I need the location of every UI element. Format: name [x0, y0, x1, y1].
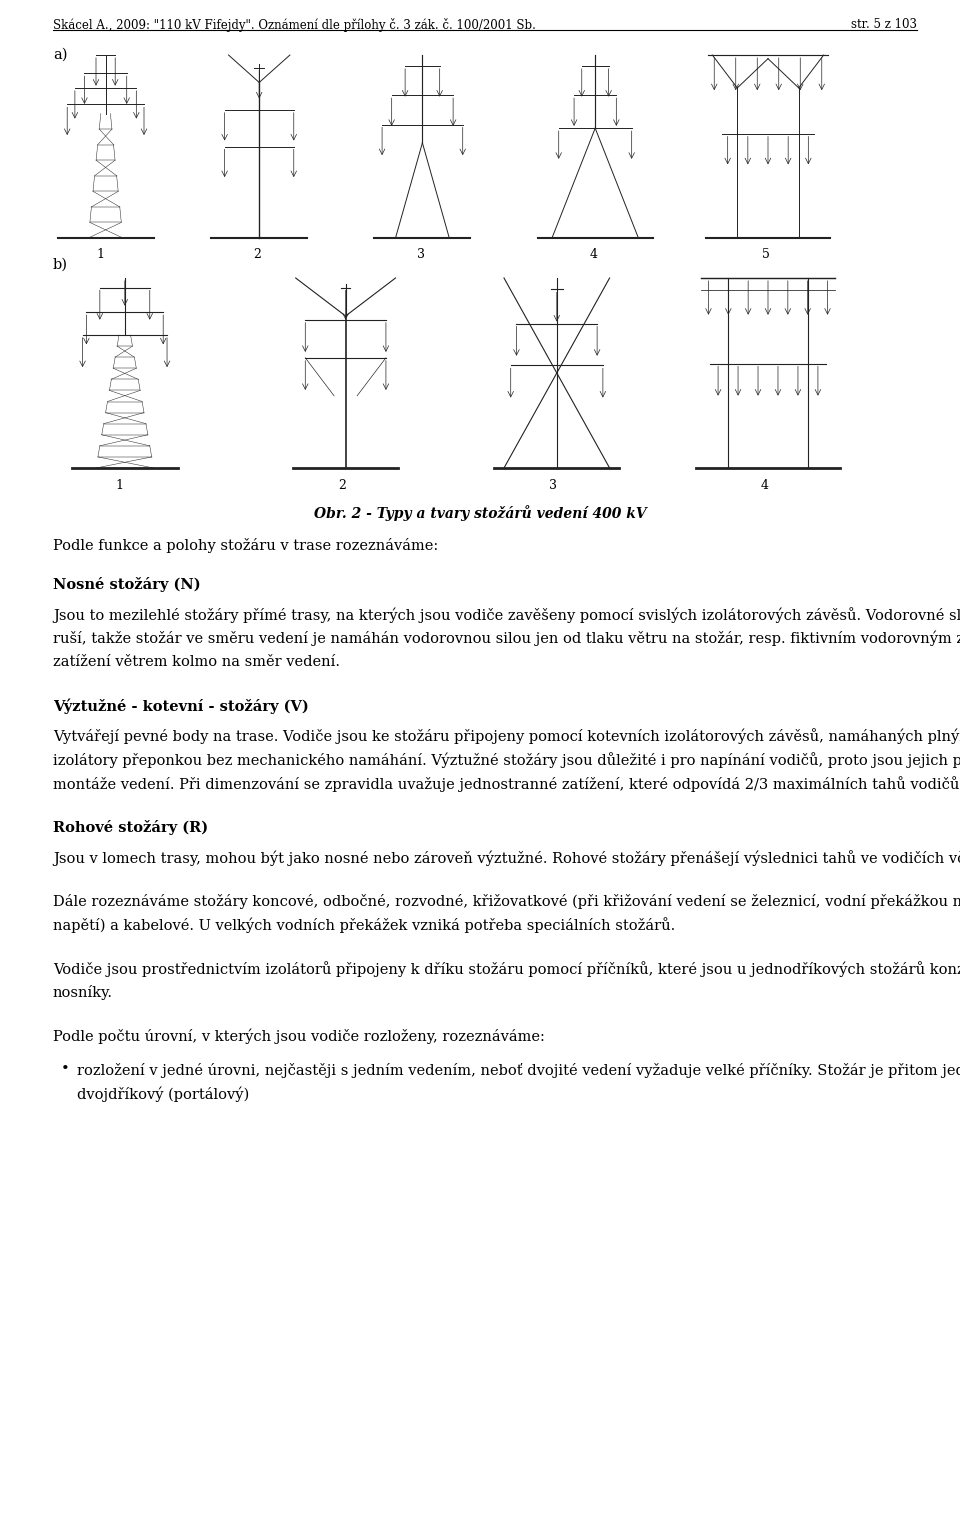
Text: rozložení v jedné úrovni, nejčastěji s jedním vedením, neboť dvojité vedení vyža: rozložení v jedné úrovni, nejčastěji s j…: [77, 1061, 960, 1078]
Text: 3: 3: [417, 249, 424, 261]
Text: b): b): [53, 258, 68, 271]
Text: str. 5 z 103: str. 5 z 103: [851, 18, 917, 30]
Text: 4: 4: [760, 479, 768, 493]
Text: ruší, takže stožár ve směru vedení je namáhán vodorovnou silou jen od tlaku větr: ruší, takže stožár ve směru vedení je na…: [53, 631, 960, 647]
Text: Nosné stožáry (N): Nosné stožáry (N): [53, 576, 201, 592]
Text: Výztužné - kotevní - stožáry (V): Výztužné - kotevní - stožáry (V): [53, 698, 308, 714]
Text: napětí) a kabelové. U velkých vodních překážek vzniká potřeba speciálních stožár: napětí) a kabelové. U velkých vodních př…: [53, 918, 675, 933]
Text: Vytvářejí pevné body na trase. Vodiče jsou ke stožáru připojeny pomocí kotevních: Vytvářejí pevné body na trase. Vodiče js…: [53, 729, 960, 744]
Text: a): a): [53, 47, 67, 63]
Text: izolátory přeponkou bez mechanického namáhání. Výztužné stožáry jsou důležité i : izolátory přeponkou bez mechanického nam…: [53, 752, 960, 769]
Text: Podle počtu úrovní, v kterých jsou vodiče rozloženy, rozeznáváme:: Podle počtu úrovní, v kterých jsou vodič…: [53, 1028, 544, 1043]
Text: dvojdříkový (portálový): dvojdříkový (portálový): [77, 1086, 249, 1101]
Text: nosníky.: nosníky.: [53, 985, 113, 1000]
Text: Vodiče jsou prostřednictvím izolátorů připojeny k dříku stožáru pomocí příčníků,: Vodiče jsou prostřednictvím izolátorů př…: [53, 961, 960, 976]
Text: •: •: [60, 1061, 69, 1077]
Text: 2: 2: [253, 249, 261, 261]
Text: montáže vedení. Při dimenzování se zpravidla uvažuje jednostranné zatížení, kter: montáže vedení. Při dimenzování se zprav…: [53, 776, 960, 793]
Text: Jsou v lomech trasy, mohou být jako nosné nebo zároveň výztužné. Rohové stožáry : Jsou v lomech trasy, mohou být jako nosn…: [53, 849, 960, 866]
Text: zatížení větrem kolmo na směr vedení.: zatížení větrem kolmo na směr vedení.: [53, 654, 340, 669]
Text: Rohové stožáry (R): Rohové stožáry (R): [53, 820, 208, 834]
Text: 1: 1: [115, 479, 123, 493]
Text: 3: 3: [549, 479, 557, 493]
Text: Podle funkce a polohy stožáru v trase rozeznáváme:: Podle funkce a polohy stožáru v trase ro…: [53, 538, 438, 554]
Text: Dále rozeznáváme stožáry koncové, odbočné, rozvodné, křižovatkové (při křižování: Dále rozeznáváme stožáry koncové, odbočn…: [53, 894, 960, 909]
Text: Skácel A., 2009: "110 kV Fifejdy". Oznámení dle přílohy č. 3 zák. č. 100/2001 Sb: Skácel A., 2009: "110 kV Fifejdy". Oznám…: [53, 18, 536, 32]
Text: 5: 5: [762, 249, 770, 261]
Text: Jsou to mezilehlé stožáry přímé trasy, na kterých jsou vodiče zavěšeny pomocí sv: Jsou to mezilehlé stožáry přímé trasy, n…: [53, 607, 960, 622]
Text: 2: 2: [338, 479, 346, 493]
Text: 4: 4: [589, 249, 597, 261]
Text: 1: 1: [96, 249, 104, 261]
Text: Obr. 2 - Typy a tvary stožárů vedení 400 kV: Obr. 2 - Typy a tvary stožárů vedení 400…: [314, 505, 646, 522]
